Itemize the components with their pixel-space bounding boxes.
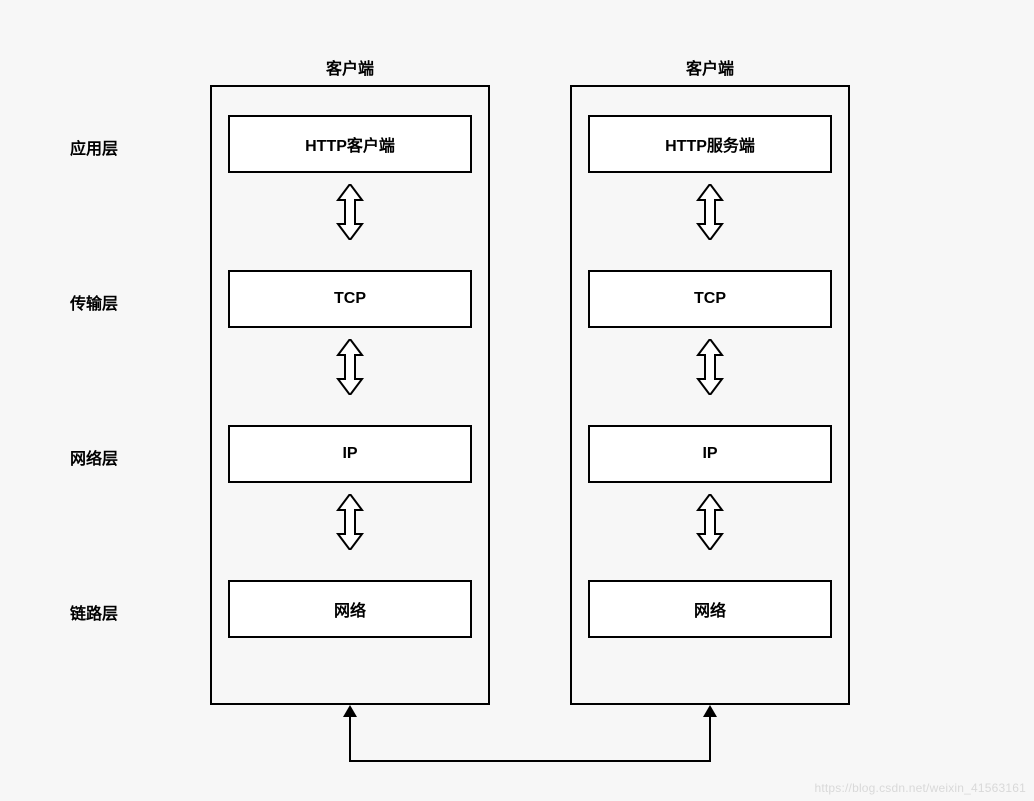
arrow-bidir-icon [695,339,725,395]
arrow-bidir-icon [335,494,365,550]
box-client-ip: IP [228,425,472,483]
row-label-link: 链路层 [70,600,118,624]
watermark-text: https://blog.csdn.net/weixin_41563161 [814,781,1026,795]
connector-left-vertical [349,717,351,762]
row-label-application: 应用层 [70,135,118,159]
arrow-bidir-icon [695,494,725,550]
connector-right-vertical [709,717,711,762]
arrow-bidir-icon [695,184,725,240]
arrow-bidir-icon [335,184,365,240]
arrow-bidir-icon [335,339,365,395]
row-label-network: 网络层 [70,445,118,469]
connector-horizontal [349,760,711,762]
column-title-1: 客户端 [570,55,850,79]
box-server-ip: IP [588,425,832,483]
box-server-http: HTTP服务端 [588,115,832,173]
box-client-tcp: TCP [228,270,472,328]
row-label-transport: 传输层 [70,290,118,314]
arrowhead-up-icon [343,705,357,717]
box-server-tcp: TCP [588,270,832,328]
network-stack-diagram: 客户端 客户端 应用层 传输层 网络层 链路层 HTTP客户端 TCP IP 网… [0,0,1034,801]
box-client-net: 网络 [228,580,472,638]
column-title-0: 客户端 [210,55,490,79]
box-server-net: 网络 [588,580,832,638]
box-client-http: HTTP客户端 [228,115,472,173]
arrowhead-up-icon [703,705,717,717]
